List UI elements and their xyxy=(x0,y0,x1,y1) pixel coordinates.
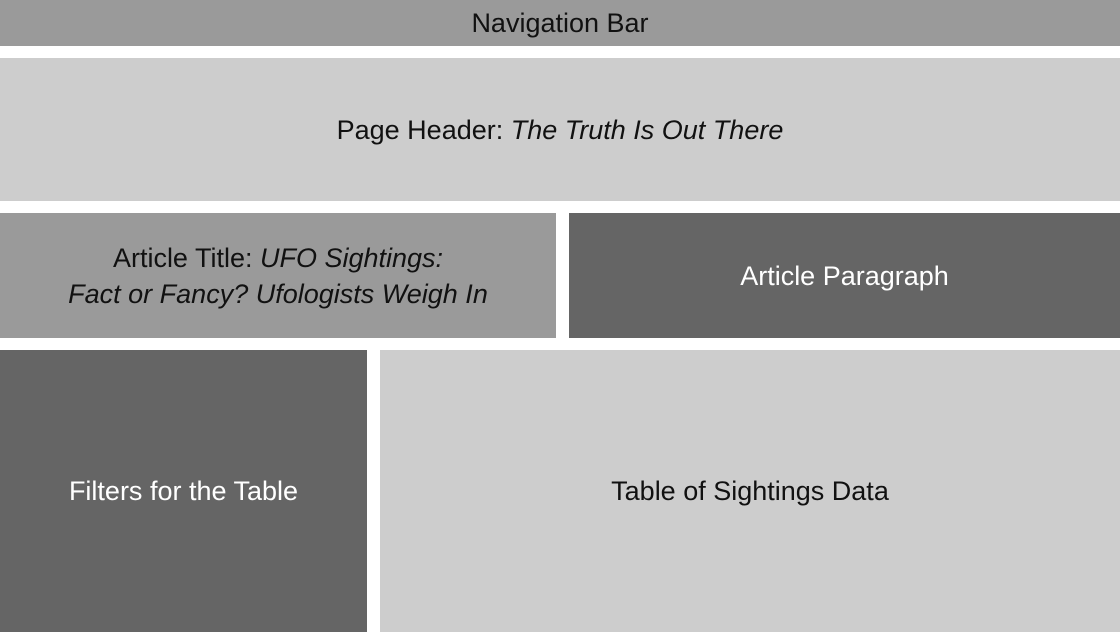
sightings-table-label: Table of Sightings Data xyxy=(611,476,889,506)
article-title-block: Article Title: UFO Sightings: Fact or Fan… xyxy=(0,213,556,338)
page-header-block: Page Header: The Truth Is Out There xyxy=(0,58,1120,201)
article-paragraph-block: Article Paragraph xyxy=(569,213,1120,338)
article-title-label: Article Title: UFO Sightings: Fact or Fan… xyxy=(68,240,488,312)
article-paragraph-label: Article Paragraph xyxy=(740,260,949,291)
page-header-prefix: Page Header: xyxy=(336,114,511,145)
article-title-line1: UFO Sightings: xyxy=(259,242,444,273)
page-header-label: Page Header: The Truth Is Out There xyxy=(337,112,784,148)
sightings-table-block: Table of Sightings Data xyxy=(380,350,1120,632)
filters-block: Filters for the Table xyxy=(0,350,367,632)
navigation-bar-block: Navigation Bar xyxy=(0,0,1120,46)
filters-label: Filters for the Table xyxy=(68,476,299,506)
article-title-line2: Fact or Fancy? Ufologists Weigh In xyxy=(68,278,488,309)
page-header-title: The Truth Is Out There xyxy=(510,114,784,145)
navigation-bar-label: Navigation Bar xyxy=(471,8,649,38)
article-title-prefix: Article Title: xyxy=(112,242,260,273)
